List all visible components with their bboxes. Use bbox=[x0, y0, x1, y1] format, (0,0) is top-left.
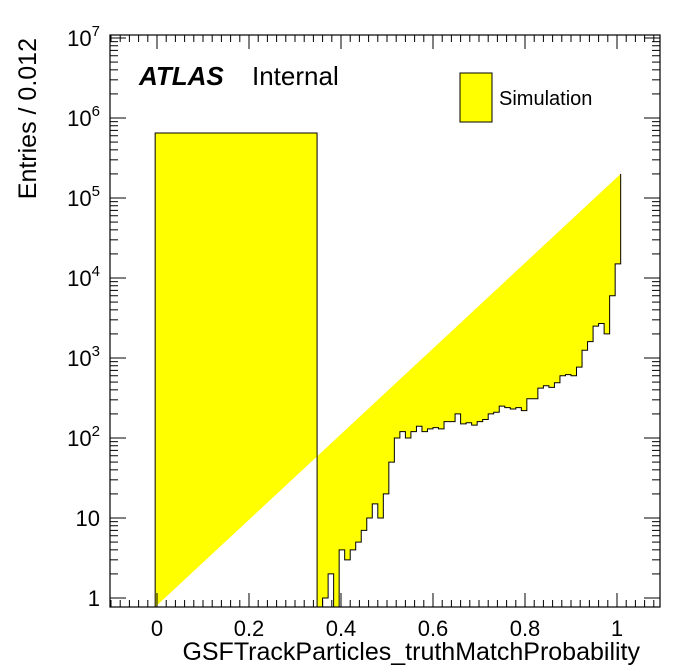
x-tick-label: 0.8 bbox=[510, 616, 541, 641]
x-tick-label: 0.4 bbox=[326, 616, 357, 641]
histogram-series bbox=[154, 132, 622, 608]
x-axis-title: GSFTrackParticles_truthMatchProbability bbox=[182, 638, 640, 666]
y-tick-label: 104 bbox=[67, 263, 100, 291]
atlas-label: ATLAS bbox=[138, 61, 224, 91]
x-tick-label: 0.2 bbox=[234, 616, 265, 641]
legend-label: Simulation bbox=[499, 88, 592, 110]
internal-label: Internal bbox=[252, 61, 339, 91]
x-tick-label: 0 bbox=[151, 616, 163, 641]
y-axis-ticks bbox=[110, 37, 660, 599]
histogram-fill bbox=[155, 132, 621, 607]
x-tick-labels: 0 0.2 0.4 0.6 0.8 1 bbox=[151, 616, 623, 641]
y-tick-label: 103 bbox=[67, 343, 100, 371]
x-axis-ticks bbox=[110, 35, 655, 607]
plot-frame bbox=[109, 34, 661, 608]
x-tick-label: 1 bbox=[611, 616, 623, 641]
y-tick-label: 107 bbox=[67, 23, 100, 51]
y-tick-label: 10 bbox=[76, 506, 100, 531]
y-axis-title: Entries / 0.012 bbox=[14, 38, 42, 199]
y-tick-label: 105 bbox=[67, 183, 100, 211]
y-tick-label: 106 bbox=[67, 103, 100, 131]
y-tick-label: 1 bbox=[88, 586, 100, 611]
legend-swatch bbox=[459, 72, 493, 123]
x-tick-label: 0.6 bbox=[418, 616, 449, 641]
y-tick-labels: 1 10 102 103 104 105 106 107 bbox=[67, 23, 100, 611]
y-tick-label: 102 bbox=[67, 423, 100, 451]
histogram-outline bbox=[154, 132, 622, 608]
